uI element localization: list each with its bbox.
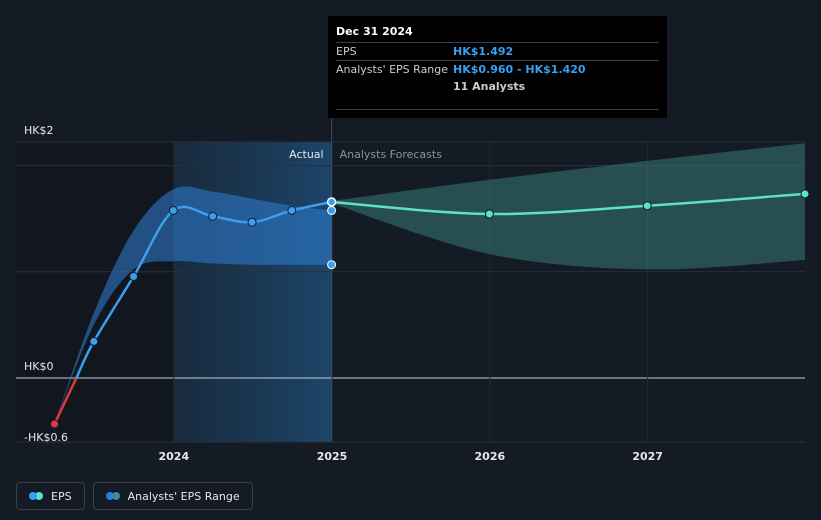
tooltip-divider [336,109,659,110]
y-tick-label: HK$2 [24,124,53,137]
range-high-point [327,205,337,215]
tooltip-value: 11 Analysts [453,80,526,93]
y-tick-label: -HK$0.6 [24,431,68,444]
eps-line-actual [75,200,332,379]
forecast-label: Analysts Forecasts [340,148,443,161]
eps-highlight-point [326,197,337,207]
eps-range-band-forecast [331,143,805,270]
eps-range-band-actual [54,186,332,425]
legend-item-range[interactable]: Analysts' EPS Range [92,482,253,510]
x-tick-label: 2026 [475,450,506,463]
legend: EPS Analysts' EPS Range [16,482,253,510]
tooltip-key: Analysts' EPS Range [336,63,449,76]
legend-item-eps[interactable]: EPS [16,482,85,510]
eps-point [129,272,139,282]
forecast-point [800,189,810,199]
eps-point [208,211,218,221]
tooltip-key: EPS [336,45,357,58]
eps-point [89,336,99,346]
eps-point [168,205,178,215]
forecast-point [642,201,652,211]
legend-dot-icon [105,492,120,500]
y-tick-label: HK$0 [24,360,53,373]
tooltip-key [336,78,453,95]
pre-period-shade [16,142,174,442]
tooltip-value: HK$1.492 [453,45,514,58]
legend-label: Analysts' EPS Range [127,489,240,503]
x-tick-label: 2024 [158,450,189,463]
x-tick-label: 2025 [317,450,348,463]
eps-point [247,217,257,227]
eps-line-forecast [331,192,806,216]
tooltip-row-range: Analysts' EPS Range HK$0.960 - HK$1.420 [336,60,659,78]
eps-line-negative [53,377,78,425]
eps-point [49,419,59,429]
tooltip-row-eps: EPS HK$1.492 [336,42,659,60]
range-low-point [327,260,337,270]
tooltip: Dec 31 2024 EPS HK$1.492 Analysts' EPS R… [328,16,667,118]
legend-label: EPS [51,489,72,503]
forecast-point [484,209,494,219]
eps-point [287,205,297,215]
tooltip-value: HK$0.960 - HK$1.420 [453,63,586,76]
x-tick-label: 2027 [632,450,663,463]
legend-dot-icon [29,492,43,500]
actual-label: Actual [289,148,323,161]
actual-period-shade [173,142,332,442]
tooltip-row-analysts: 11 Analysts [336,78,659,95]
tooltip-date: Dec 31 2024 [336,25,413,38]
